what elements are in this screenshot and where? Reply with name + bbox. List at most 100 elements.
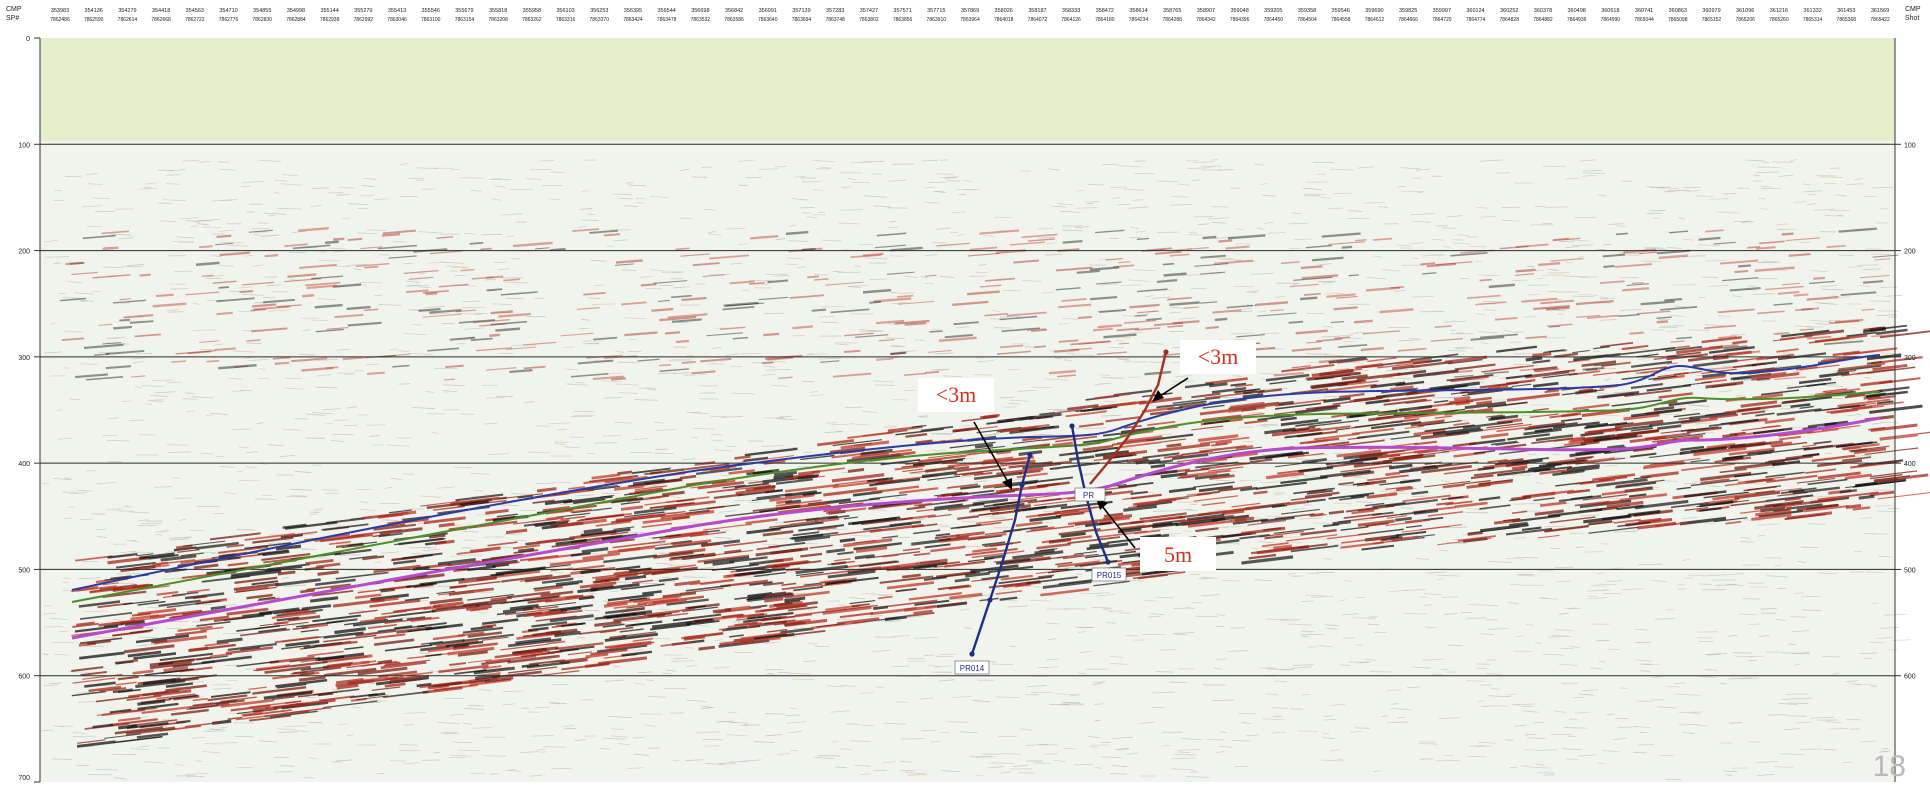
reflector-streak (1566, 488, 1591, 495)
noise-streak (112, 336, 126, 339)
reflector-streak (983, 456, 1014, 464)
reflector-streak (1480, 432, 1509, 439)
reflector-streak (1244, 501, 1290, 509)
reflector-streak (1382, 454, 1436, 463)
noise-streak (1476, 313, 1486, 316)
reflector-streak (1335, 427, 1351, 431)
noise-streak (1700, 676, 1716, 678)
noise-streak (904, 772, 925, 775)
noise-streak (1141, 342, 1164, 345)
noise-streak (1615, 254, 1640, 256)
noise-streak (1536, 763, 1545, 766)
reflector-streak (383, 659, 431, 667)
reflector-streak (1866, 366, 1916, 374)
noise-streak (1213, 667, 1222, 670)
reflector-streak (476, 576, 498, 582)
noise-streak (1094, 719, 1102, 722)
reflector-streak (369, 599, 421, 608)
shot-label-left: SP# (6, 15, 19, 22)
noise-streak (1457, 234, 1469, 237)
reflector-streak (1505, 527, 1553, 536)
reflector-streak (1280, 476, 1328, 485)
noise-streak (419, 495, 442, 498)
noise-streak (1030, 599, 1052, 602)
reflector-streak (1413, 369, 1459, 378)
noise-streak (268, 309, 291, 312)
noise-streak (283, 387, 305, 390)
noise-streak (1879, 357, 1887, 361)
reflector-streak (822, 606, 872, 615)
noise-streak (1729, 334, 1746, 336)
reflector-streak (1574, 500, 1610, 507)
noise-streak (737, 159, 756, 162)
reflector-streak (1228, 401, 1280, 411)
noise-streak (1355, 644, 1364, 646)
noise-streak (1818, 572, 1838, 575)
reflector-streak (545, 630, 562, 635)
reflector-streak (321, 523, 369, 531)
reflector-streak (1016, 472, 1048, 479)
noise-streak (1151, 296, 1171, 299)
noise-streak (1054, 759, 1067, 762)
noise-streak (1411, 666, 1431, 669)
reflector-streak (1795, 366, 1818, 371)
noise-streak (1334, 544, 1344, 546)
reflector-streak (982, 541, 1006, 546)
cmp-number: 361453 (1837, 8, 1855, 14)
noise-streak (1758, 635, 1770, 637)
reflector-streak (1177, 457, 1208, 463)
reflector-streak (1684, 506, 1709, 511)
noise-streak (1055, 357, 1062, 360)
noise-streak (1112, 765, 1128, 768)
reflector-streak (267, 563, 310, 571)
noise-streak (1177, 751, 1190, 754)
noise-streak (807, 353, 828, 355)
reflector-streak (1118, 481, 1154, 489)
noise-streak (228, 377, 244, 380)
reflector-streak (579, 581, 617, 589)
noise-streak (1741, 379, 1752, 382)
noise-streak (1058, 323, 1069, 325)
reflector-streak (949, 441, 996, 449)
noise-streak (999, 396, 1015, 399)
reflector-streak (1436, 501, 1454, 506)
noise-streak (1581, 689, 1599, 692)
noise-streak (202, 751, 220, 754)
reflector-streak (1476, 400, 1493, 406)
reflector-streak (362, 555, 385, 561)
noise-streak (405, 280, 420, 283)
reflector-streak (195, 541, 239, 550)
reflector-streak (71, 690, 106, 697)
reflector-streak (1784, 497, 1801, 502)
noise-streak (389, 348, 398, 351)
reflector-streak (285, 639, 320, 647)
reflector-streak (141, 705, 192, 715)
noise-streak (714, 536, 732, 539)
noise-streak (57, 437, 72, 440)
noise-streak (851, 181, 870, 184)
reflector-streak (1168, 487, 1197, 493)
reflector-streak (927, 451, 978, 459)
noise-streak (1110, 662, 1128, 665)
reflector-streak (727, 484, 772, 492)
reflector-streak (744, 447, 798, 457)
shot-number: 7862486 (50, 17, 70, 23)
reflector-streak (933, 502, 985, 512)
noise-streak (285, 377, 303, 380)
noise-streak (150, 400, 164, 402)
reflector-streak (135, 634, 189, 644)
reflector-streak (275, 678, 328, 688)
cmp-number: 360252 (1500, 8, 1518, 14)
reflector-streak (1179, 402, 1206, 409)
reflector-streak (406, 616, 426, 621)
noise-streak (1880, 421, 1899, 424)
noise-streak (1687, 329, 1710, 331)
reflector-streak (1055, 561, 1073, 566)
noise-streak (1512, 363, 1532, 366)
reflector-streak (1222, 509, 1245, 516)
noise-streak (1582, 174, 1596, 177)
reflector-streak (798, 524, 845, 532)
noise-streak (141, 385, 165, 387)
reflector-streak (1765, 494, 1814, 502)
noise-streak (83, 610, 108, 613)
